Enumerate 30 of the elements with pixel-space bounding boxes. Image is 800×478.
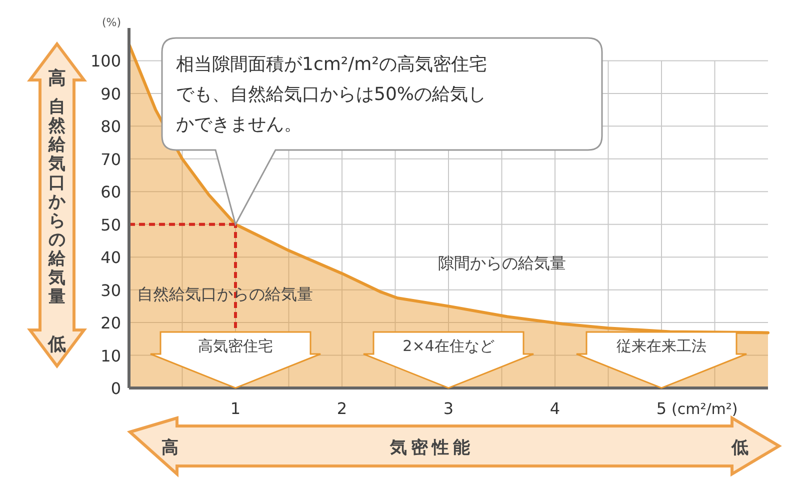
x-tick-label: 1 [230, 399, 241, 418]
annotation: 従来在来工法 [616, 337, 706, 355]
y-axis-title: 自然給気口からの給気量 [137, 284, 313, 304]
y-tick-label: 30 [100, 280, 121, 300]
x-tick-label: 3 [443, 399, 454, 418]
y-tick-label: 50 [100, 215, 121, 234]
y-tick-label: 70 [100, 150, 121, 169]
text: (%) [102, 16, 121, 29]
y-tick-label: 10 [100, 346, 121, 366]
y-tick-label: 90 [100, 84, 121, 104]
x-tick-label: 4 [550, 399, 560, 418]
x-tick-label: 2 [336, 399, 348, 418]
text: 低 [730, 438, 748, 458]
y-tick-label: 0 [110, 379, 121, 398]
text: (cm²/m²) [672, 400, 738, 418]
y-tick-label: 60 [100, 182, 121, 202]
annotation: 隙間からの給気量 [438, 254, 566, 273]
annotation: 2×4在住など [402, 337, 494, 355]
x-axis-title: 気密性能 [389, 438, 474, 458]
annotation: 相当隙間面積が1cm²/m²の高気密住宅でも、自然給気口からは50%の給気しかできません。 [176, 54, 487, 135]
text: 低 [47, 334, 66, 355]
text: 高 [162, 438, 178, 458]
text: 自然給気口からの給気量 [48, 97, 66, 307]
y-tick-label: 40 [100, 248, 121, 268]
y-tick-label: 20 [100, 314, 121, 333]
y-tick-label: 100 [90, 52, 121, 71]
annotation: 高気密住宅 [198, 337, 273, 355]
text: 高 [48, 68, 66, 89]
x-tick-label: 5 [656, 399, 667, 418]
y-tick-label: 80 [100, 117, 121, 136]
